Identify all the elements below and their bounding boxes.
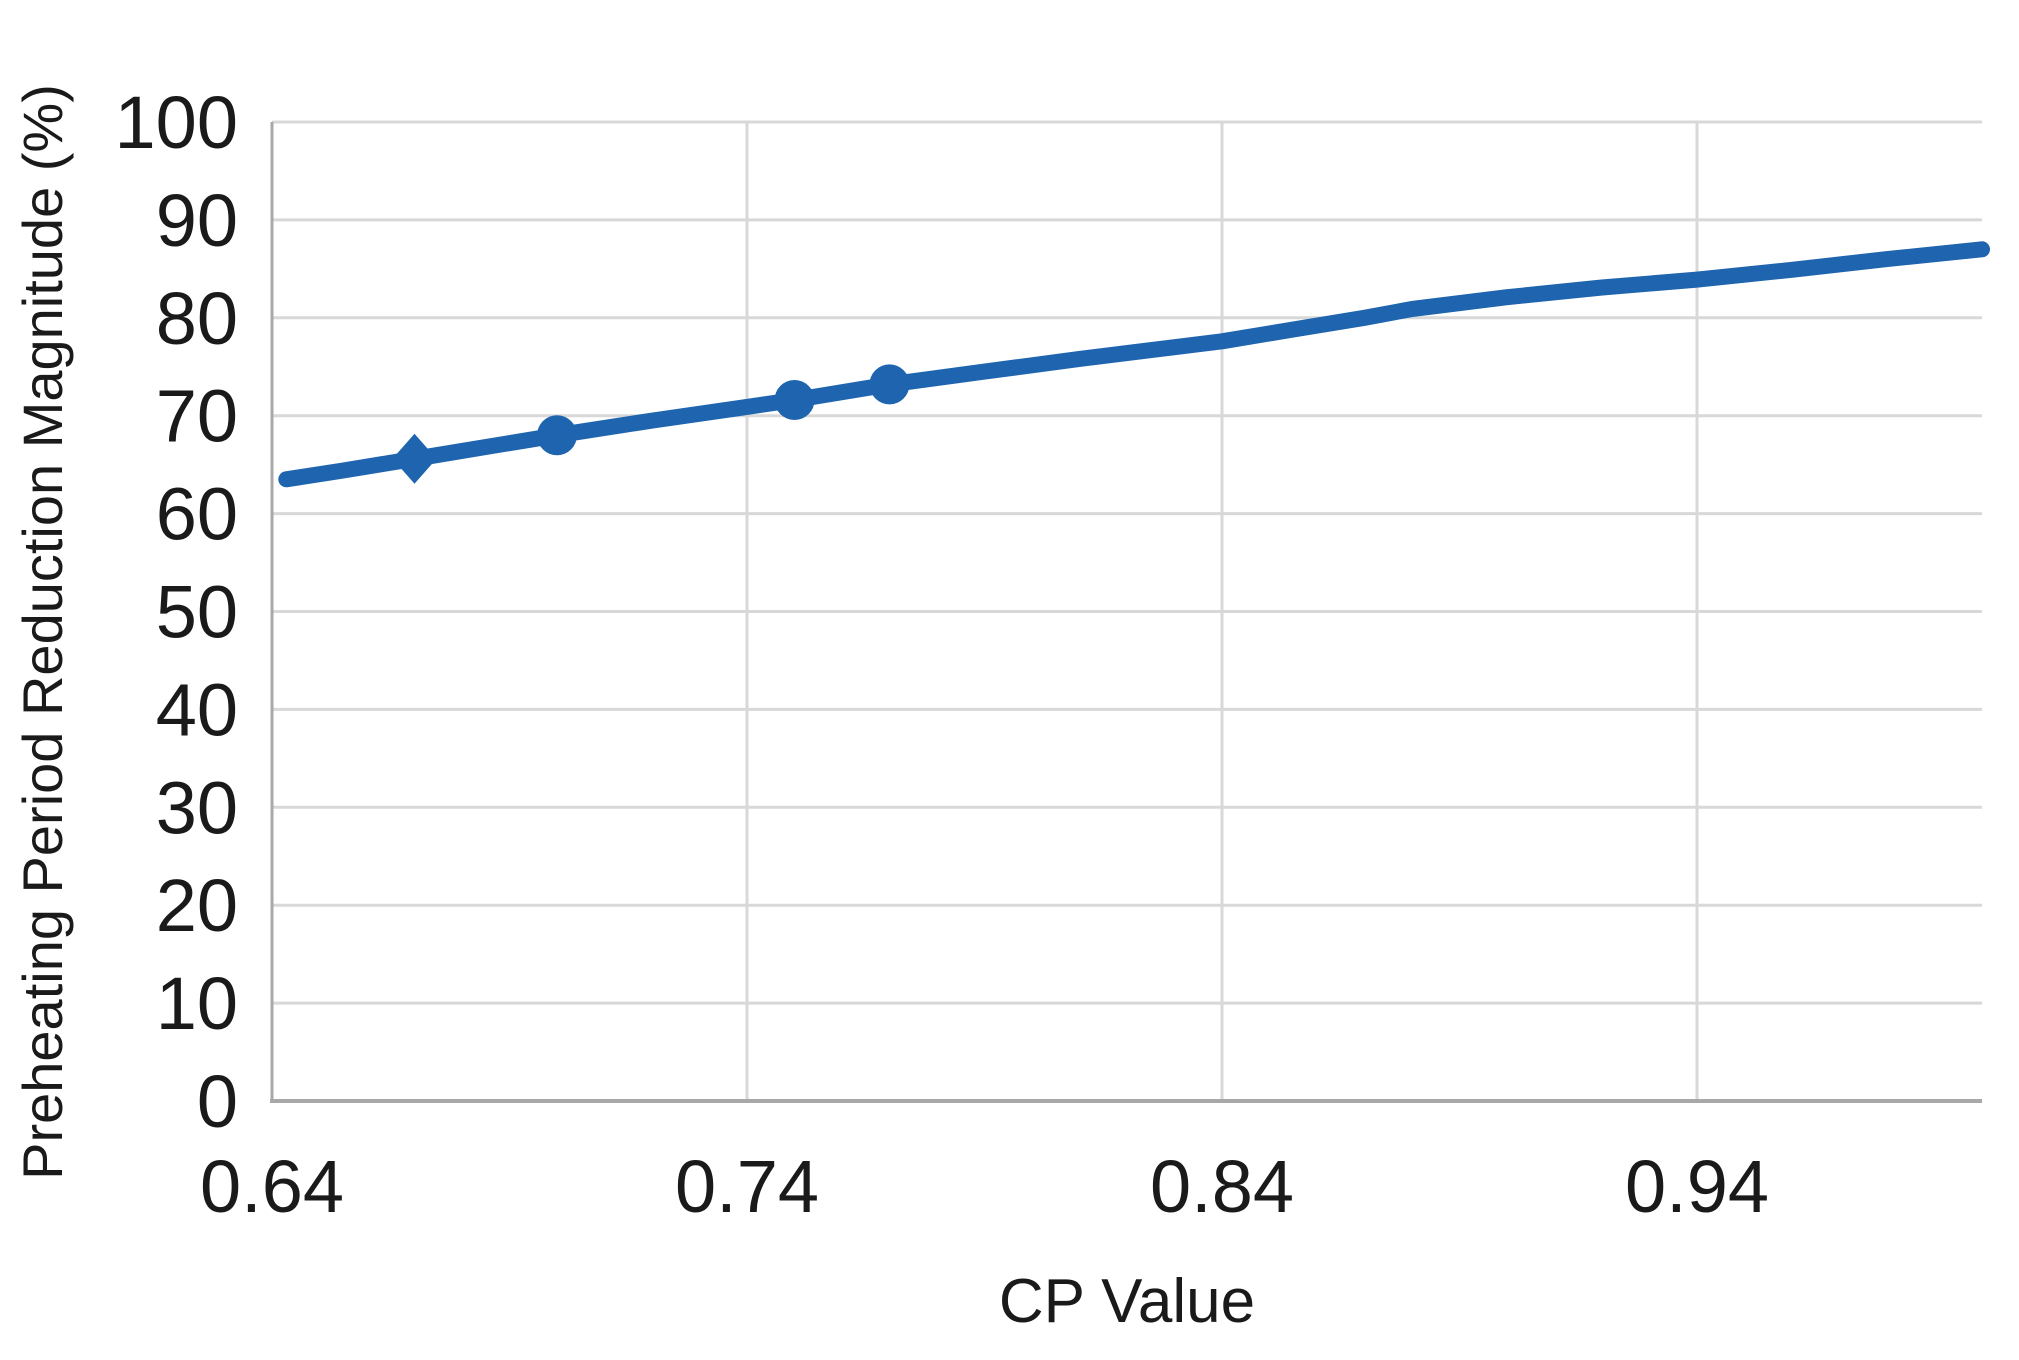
x-tick-labels: 0.64 0.74 0.84 0.94 <box>200 1145 1769 1228</box>
y-tick-label: 90 <box>156 179 238 262</box>
y-tick-label: 40 <box>156 668 238 751</box>
y-tick-label: 50 <box>156 571 238 654</box>
x-tick-label: 0.84 <box>1150 1145 1294 1228</box>
y-tick-label: 60 <box>156 473 238 556</box>
y-tick-label: 80 <box>156 277 238 360</box>
gridlines <box>272 120 1982 1101</box>
y-tick-label: 20 <box>156 864 238 947</box>
x-tick-label: 0.94 <box>1625 1145 1769 1228</box>
x-axis-title: CP Value <box>999 1267 1255 1336</box>
data-point-markers <box>392 364 910 484</box>
y-tick-label: 100 <box>115 81 238 164</box>
data-point-marker <box>774 380 815 421</box>
y-tick-label: 30 <box>156 766 238 849</box>
axis-lines <box>270 122 1982 1103</box>
y-tick-labels: 0 10 20 30 40 50 60 70 80 90 100 <box>115 81 238 1143</box>
y-tick-label: 70 <box>156 375 238 458</box>
series-line <box>278 241 1990 488</box>
data-point-marker <box>537 415 577 456</box>
y-axis-title: Preheating Period Reduction Magnitude (%… <box>11 84 74 1180</box>
data-point-marker <box>392 433 437 484</box>
x-tick-label: 0.74 <box>675 1145 819 1228</box>
y-tick-label: 10 <box>156 962 238 1045</box>
x-tick-label: 0.64 <box>200 1145 344 1228</box>
data-point-marker <box>869 364 910 405</box>
y-tick-label: 0 <box>197 1060 238 1143</box>
